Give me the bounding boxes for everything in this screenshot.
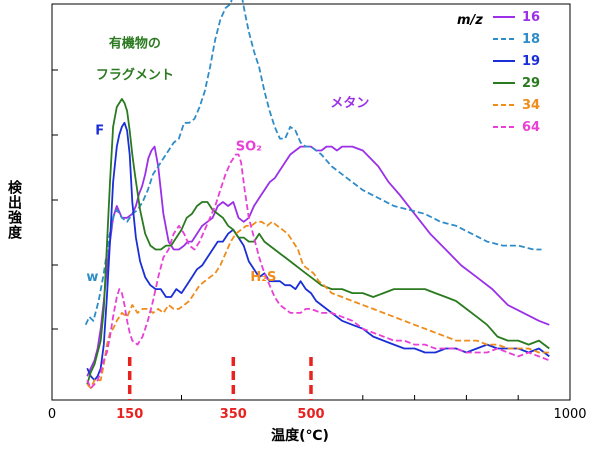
y-axis-label: 検出強度 (6, 179, 22, 240)
annotation-label: 有機物の (109, 36, 161, 52)
legend-label-34: 34 (522, 98, 540, 113)
legend-label-18: 18 (522, 32, 540, 47)
series-line-29 (86, 98, 550, 385)
legend-title: m/z (457, 13, 483, 28)
legend-label-16: 16 (522, 10, 540, 25)
highlight-markers (127, 357, 313, 400)
legend-label-19: 19 (522, 54, 540, 69)
x-tick-label-0: 0 (48, 407, 56, 422)
x-tick-label-1000: 1000 (553, 407, 586, 422)
x-axis-tick-labels: 0 150 350 500 1000 (48, 394, 587, 422)
legend-label-64: 64 (522, 120, 540, 135)
annotation-label: メタン (330, 96, 369, 111)
series-line-64 (86, 153, 550, 390)
x-axis-label: 温度(℃) (271, 427, 329, 444)
series-line-19 (86, 121, 550, 382)
legend-label-29: 29 (522, 76, 540, 91)
x-tick-label-350: 350 (220, 407, 247, 422)
x-tick-label-500: 500 (297, 407, 324, 422)
annotation-label: SO₂ (236, 140, 262, 155)
annotation-label: F (95, 124, 104, 139)
annotation-label: w (86, 270, 98, 285)
series-layer (84, 0, 550, 390)
annotation-label: H₂S (250, 270, 276, 285)
legend: m/z 16 18 19 29 34 64 (457, 10, 540, 135)
annotation-label: フラグメント (96, 67, 174, 83)
plot-area (51, 3, 571, 401)
series-line-34 (86, 220, 550, 390)
x-tick-label-150: 150 (116, 407, 143, 422)
y-axis-ticks (52, 69, 58, 330)
annotations: 有機物のフラグメント水メタンFSO₂H₂Sw (86, 36, 369, 286)
series-line-18 (84, 0, 542, 326)
